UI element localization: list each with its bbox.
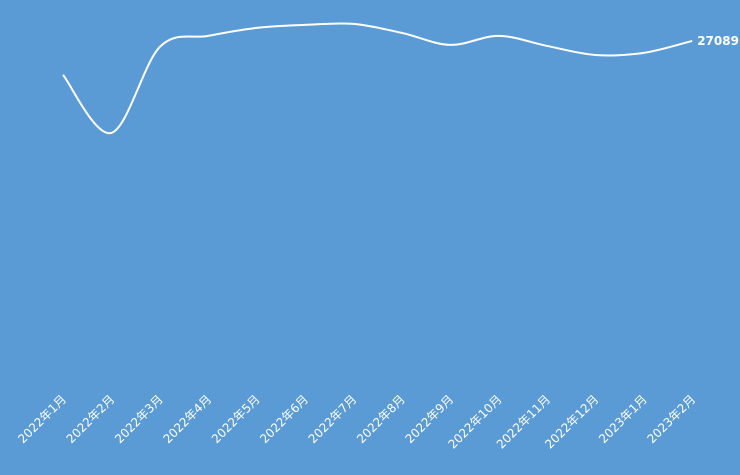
line	[62, 22, 693, 134]
value-label: 27089	[697, 34, 739, 48]
